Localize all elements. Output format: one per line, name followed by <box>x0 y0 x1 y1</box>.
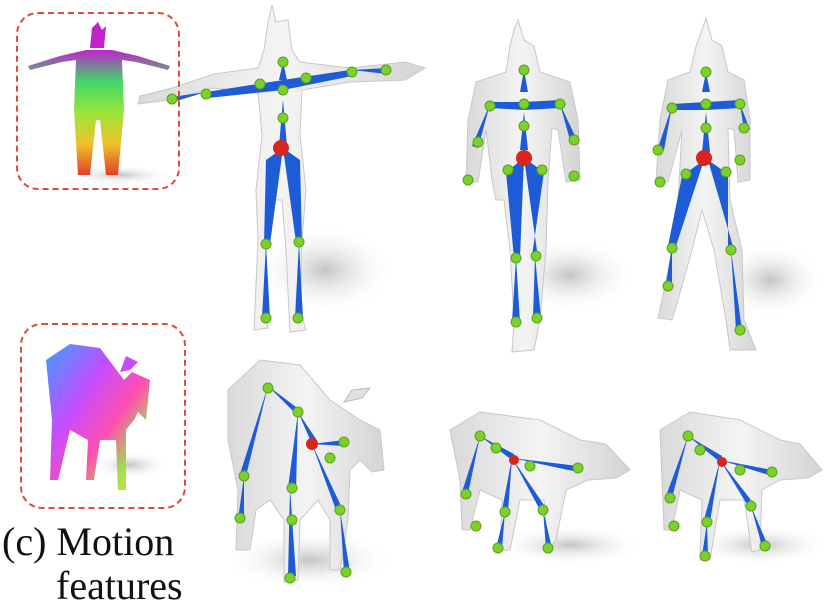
goat-motion-feature-inset <box>46 344 170 490</box>
figure-caption: (c) Motion features <box>2 520 202 608</box>
caption-line-2: features <box>56 563 183 608</box>
goat-pose-1 <box>225 359 395 590</box>
human-rest-pose <box>137 4 427 333</box>
goat-pose-3 <box>659 411 829 565</box>
goat-inset-frame <box>20 323 186 509</box>
caption-line-1: (c) Motion <box>2 519 175 564</box>
human-inset-frame <box>16 12 180 190</box>
human-motion-feature-inset <box>28 22 175 185</box>
human-pose-2 <box>462 18 635 353</box>
goat-pose-2 <box>449 411 645 565</box>
human-pose-3 <box>652 16 825 351</box>
